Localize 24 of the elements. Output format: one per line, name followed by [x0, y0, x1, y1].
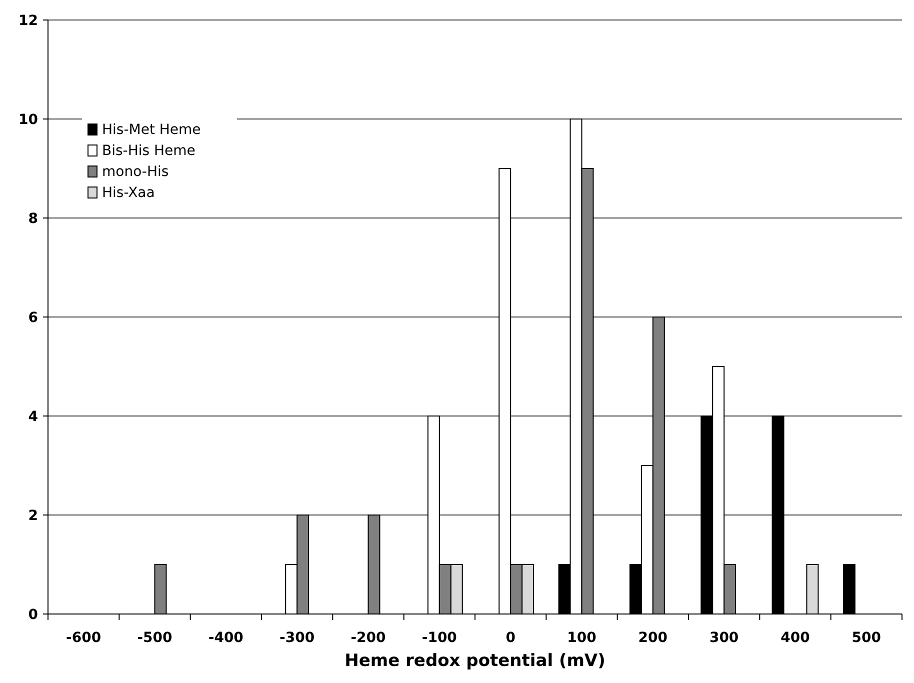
y-tick-label: 2 — [28, 508, 38, 524]
x-tick-label: 200 — [638, 630, 668, 646]
x-tick-label: -600 — [66, 630, 102, 646]
x-tick-label: -200 — [350, 630, 386, 646]
x-axis-title: Heme redox potential (mV) — [344, 651, 606, 671]
x-tick-label: -500 — [137, 630, 173, 646]
x-tick-label: 300 — [709, 630, 739, 646]
x-tick-label: 100 — [567, 630, 597, 646]
y-tick-label: 4 — [28, 409, 38, 425]
y-tick-label: 12 — [18, 13, 38, 29]
x-tick-label: 400 — [780, 630, 810, 646]
legend-label: mono-His — [102, 164, 169, 180]
legend-label: His-Xaa — [102, 185, 155, 201]
y-tick-label: 6 — [28, 310, 38, 326]
y-tick-label: 0 — [28, 607, 38, 623]
x-tick-label: 0 — [506, 630, 516, 646]
x-tick-label: -300 — [280, 630, 315, 646]
x-tick-label: 500 — [852, 630, 882, 646]
y-tick-label: 10 — [18, 112, 38, 128]
legend-label: His-Met Heme — [102, 122, 201, 138]
legend-label: Bis-His Heme — [102, 143, 196, 159]
y-tick-label: 8 — [28, 211, 38, 227]
x-tick-label: -100 — [422, 630, 458, 646]
x-tick-label: -400 — [208, 630, 244, 646]
